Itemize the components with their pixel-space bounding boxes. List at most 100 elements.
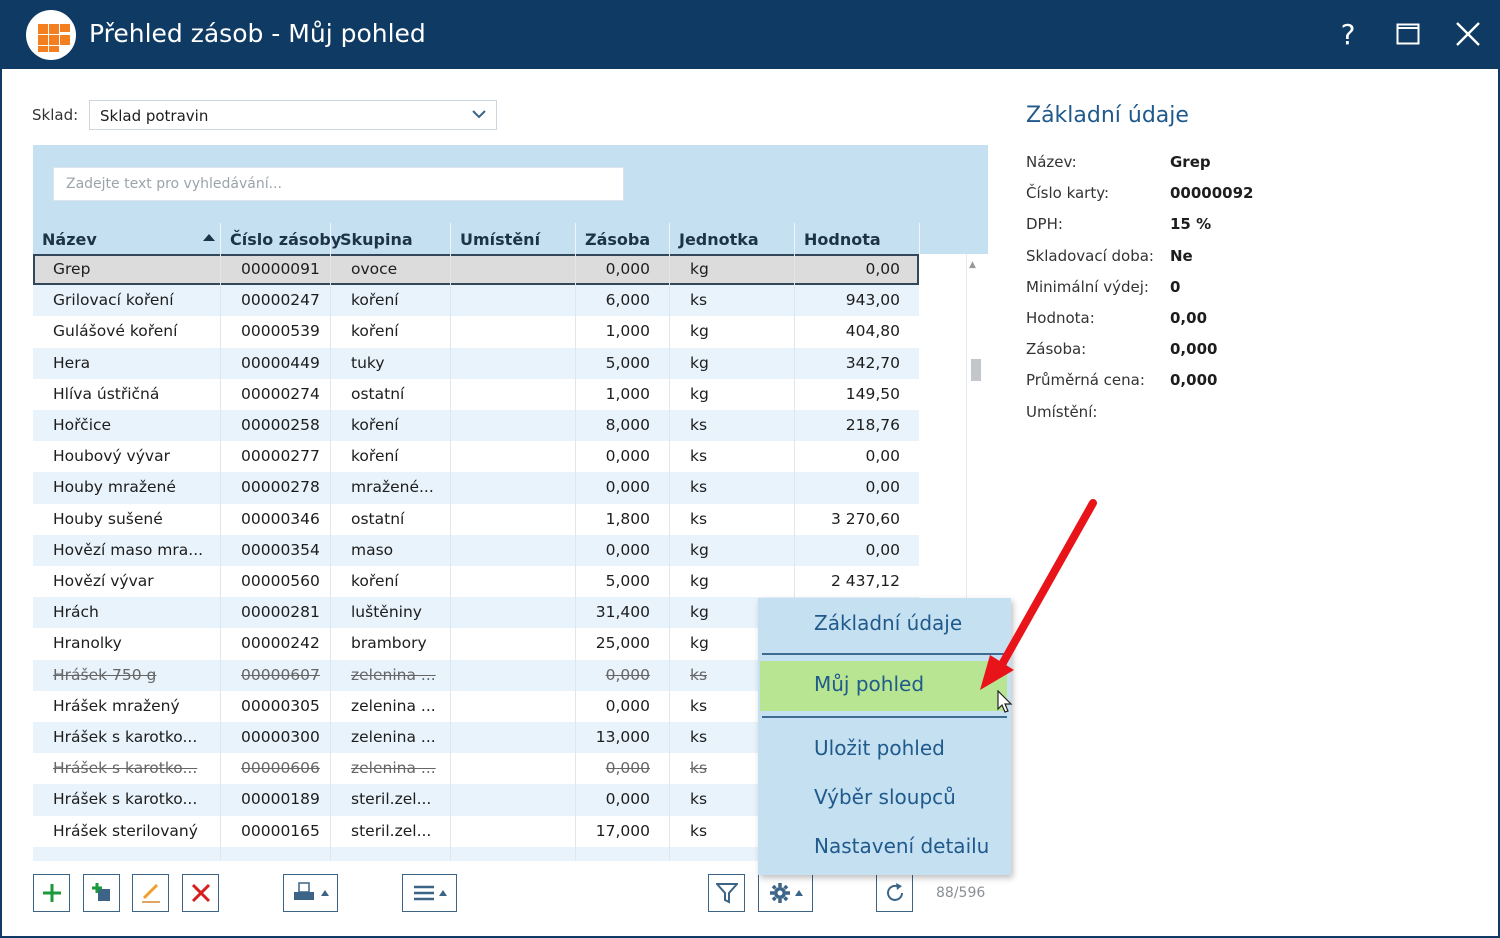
table-row[interactable]: Houby mražené 00000278 mražené... 0,000 ks 0,… [33,472,919,504]
column-divider [450,223,451,254]
table-row[interactable]: Hrášek mražený 00000305 zelenina ... 0,000 k… [33,690,919,722]
menu-item-nastaveni-detailu[interactable]: Nastavení detailu [814,834,990,858]
column-header-umisteni[interactable]: Umístění [460,230,541,249]
detail-label: Hodnota: [1026,309,1095,327]
cell-hodnota: 0,00 [865,540,900,559]
cell-divider [450,378,451,410]
cell-divider [669,410,670,442]
cell-skupina: koření [351,416,399,434]
detail-label: Název: [1026,153,1077,171]
column-header-skupina[interactable]: Skupina [340,230,413,249]
cell-divider [794,316,795,348]
table-row[interactable]: Houbový vývar 00000277 koření 0,000 ks 0,00 [33,441,919,473]
table-row[interactable]: Houby sušené 00000346 ostatní 1,800 ks 3 270,… [33,503,919,535]
cell-jednotka: ks [690,821,708,840]
scrollbar-thumb[interactable] [971,359,981,381]
close-button[interactable] [1446,12,1490,56]
cell-divider [575,347,576,379]
cell-divider [220,503,221,535]
table-row[interactable] [33,846,919,861]
scroll-up-icon[interactable]: ▲ [969,260,976,270]
table-row[interactable]: Hovězí maso mra... 00000354 maso 0,000 kg 0,0… [33,534,919,566]
edit-button[interactable] [132,874,169,912]
cell-zasoba: 25,000 [595,634,650,653]
settings-button[interactable] [758,874,813,912]
cell-divider [330,254,331,286]
cell-cislo: 00000560 [241,572,320,590]
cell-divider [575,254,576,286]
table-row[interactable]: Hořčice 00000258 koření 8,000 ks 218,76 [33,410,919,442]
cell-divider [330,347,331,379]
column-header-nazev[interactable]: Název [42,230,97,249]
table-row[interactable]: Hrášek s karotko... 00000606 zelenina ... 0… [33,753,919,785]
column-header-hodnota[interactable]: Hodnota [804,230,881,249]
detail-label: Minimální výdej: [1026,277,1149,296]
cell-zasoba: 13,000 [595,728,650,746]
cell-divider [330,784,331,816]
cell-divider [669,285,670,317]
copy-add-button[interactable] [83,874,120,912]
table-row[interactable]: Gulášové koření 00000539 koření 1,000 kg 404,… [33,316,919,348]
cell-umisteni [461,784,571,815]
cell-divider [220,378,221,410]
maximize-button[interactable] [1386,12,1430,56]
cell-skupina: brambory [351,634,427,653]
cell-zasoba: 1,000 [605,322,650,341]
cell-divider [330,410,331,442]
cell-zasoba: 17,000 [595,821,650,840]
column-header-jednotka[interactable]: Jednotka [679,230,759,249]
cell-jednotka: kg [690,322,709,341]
table-row[interactable]: Grilovací koření 00000247 koření 6,000 ks 943… [33,285,919,317]
cell-divider [450,784,451,816]
column-header-zasoba[interactable]: Zásoba [585,230,651,249]
menu-item-zakladni-udaje[interactable]: Základní údaje [814,611,963,635]
table-row[interactable]: Hrášek 750 g 00000607 zelenina ... 0,000 ks [33,659,919,691]
cell-divider [220,659,221,691]
print-button[interactable] [283,874,338,912]
cell-skupina: ostatní [351,509,405,528]
table-row[interactable]: Grep 00000091 ovoce 0,000 kg 0,00 [33,254,919,286]
cell-divider [794,503,795,535]
table-row[interactable]: Hranolky 00000242 brambory 25,000 kg [33,628,919,660]
help-button[interactable]: ? [1326,12,1370,56]
table-row[interactable]: Hera 00000449 tuky 5,000 kg 342,70 [33,347,919,379]
cell-divider [575,597,576,629]
maximize-icon [1396,23,1420,45]
menu-item-ulozit-pohled[interactable]: Uložit pohled [814,736,945,760]
cell-skupina: tuky [351,353,385,372]
cell-divider [450,597,451,629]
cell-hodnota: 2 437,12 [830,572,900,590]
cell-divider [669,441,670,473]
cell-divider [450,347,451,379]
cell-jednotka: ks [690,728,708,746]
detail-label: Umístění: [1026,402,1098,421]
cell-nazev: Hovězí vývar [53,572,154,590]
table-row[interactable]: Hovězí vývar 00000560 koření 5,000 kg 2 437,1… [33,566,919,598]
cell-skupina: steril.zel... [351,790,432,809]
cell-zasoba [576,847,650,861]
cell-cislo: 00000242 [241,634,320,653]
table-row[interactable]: Hrášek sterilovaný 00000165 steril.zel... 1… [33,815,919,847]
cell-cislo: 00000539 [241,322,320,341]
search-input[interactable]: Zadejte text pro vyhledávání... [53,167,624,201]
menu-separator [762,716,1007,718]
delete-button[interactable] [182,874,219,912]
cell-umisteni [461,847,571,861]
menu-button[interactable] [402,874,457,912]
menu-item-muj-pohled[interactable]: Můj pohled [760,661,1007,711]
filter-button[interactable] [708,874,745,912]
cell-nazev: Hořčice [53,416,112,434]
sklad-select[interactable]: Sklad potravin [89,100,497,130]
title-bar: Přehled zásob - Můj pohled ? [0,0,1500,69]
cell-jednotka: kg [690,540,709,559]
menu-item-vyber-sloupcu[interactable]: Výběr sloupců [814,785,956,809]
cell-umisteni [461,691,571,722]
cell-divider [575,472,576,504]
cell-divider [220,410,221,442]
refresh-button[interactable] [876,874,913,912]
cell-divider [450,503,451,535]
cell-cislo: 00000281 [241,603,320,622]
add-button[interactable] [33,874,70,912]
table-row[interactable]: Hlíva ústřičná 00000274 ostatní 1,000 kg 149,… [33,378,919,410]
column-header-cislo[interactable]: Číslo zásoby [230,230,342,249]
